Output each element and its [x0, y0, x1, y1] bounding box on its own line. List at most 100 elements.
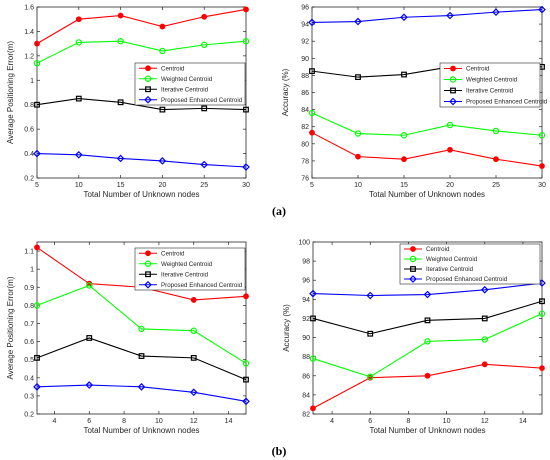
- chart3-series1-point4: [538, 310, 546, 317]
- chart1-ytick-label-7: 90: [301, 56, 309, 63]
- chart2-ytick-label-0: 0.2: [24, 412, 34, 419]
- chart2-xtick-label-5: 14: [225, 418, 233, 425]
- chart2-xtick-label-2: 8: [122, 418, 126, 425]
- chart0-series1-line: [36, 40, 247, 64]
- chart1-ytick-label-1: 78: [301, 158, 309, 165]
- chart2-series1-point1: [86, 282, 93, 289]
- chart0-series0-point1: [75, 16, 82, 23]
- chart2-legend-label-1: Weighted Centroid: [161, 261, 213, 268]
- chart0-series2-point2: [117, 99, 124, 106]
- chart0-ytick-label-6: 1.4: [24, 29, 34, 36]
- chart0-series1-point4: [200, 41, 208, 49]
- chart3-ytick-label-5: 92: [302, 316, 310, 323]
- chart3-series3-point0: [309, 289, 317, 298]
- chart1-ytick-label-10: 96: [301, 5, 309, 12]
- chart2-series2-point2: [138, 353, 145, 359]
- chart0-series2-point1: [75, 95, 82, 102]
- caption-a: (a): [272, 204, 286, 218]
- chart2-series1-line: [36, 284, 247, 364]
- chart0-ylabel: Average Positioning Error(m): [6, 41, 15, 144]
- chart2-legend-label-3: Proposed Enhanced Centroid: [161, 282, 243, 289]
- chart2-series3-pointlegend: [144, 280, 152, 289]
- chart2-ytick-label-8: 1: [30, 267, 34, 274]
- chart2-xtick-label-3: 10: [155, 418, 163, 425]
- chart0-ytick-label-4: 1: [30, 78, 34, 85]
- chart1-series3-point5: [538, 5, 546, 14]
- chart0-series0-point2: [117, 12, 124, 19]
- chart0-xtick-label-3: 20: [159, 182, 167, 189]
- chart1-series2-point1: [355, 74, 361, 81]
- chart3-series3-point1: [366, 291, 375, 300]
- chart2-xtick-label-4: 12: [190, 418, 198, 425]
- chart3-legend-box: [399, 243, 541, 285]
- chart0-xtick-label-4: 25: [200, 182, 208, 189]
- chart0-series3-point3: [158, 157, 167, 165]
- chart1-series0-point2: [401, 156, 407, 163]
- chart3-ytick-label-2: 86: [302, 373, 310, 380]
- chart1-ytick-label-9: 94: [301, 22, 309, 29]
- chart2-series3-point2: [137, 382, 146, 391]
- chart1-series3-pointlegend: [449, 97, 457, 106]
- chart3-xlabel: Total Number of Unknown nodes: [369, 426, 485, 435]
- chart3-series2-pointlegend: [410, 266, 416, 272]
- chart1-series2-pointlegend: [450, 87, 456, 94]
- chart3-legend-label-1: Weighted Centroid: [426, 256, 478, 263]
- chart0-series1-point0: [33, 59, 41, 67]
- chart3-xtick-label-1: 6: [368, 418, 372, 425]
- chart3-series2-point0: [310, 315, 316, 322]
- chart0-legend-label-1: Weighted Centroid: [161, 76, 213, 83]
- chart3-series3-pointlegend: [409, 275, 417, 283]
- chart3-xtick-label-4: 12: [481, 418, 489, 425]
- chart1-ytick-label-6: 88: [301, 73, 309, 80]
- chart2-xlabel: Total Number of Unknown nodes: [83, 426, 199, 435]
- chart1-series1-point0: [308, 109, 316, 117]
- chart0-series3-point2: [116, 154, 125, 163]
- chart1-xlabel: Total Number of Unknown nodes: [369, 190, 485, 199]
- chart3-series0-point4: [539, 365, 545, 372]
- chart0-xlabel: Total Number of Unknown nodes: [83, 190, 199, 199]
- chart0-series3-line: [36, 153, 247, 168]
- chart3-legend-label-2: Iterative Centroid: [426, 266, 474, 273]
- chart2-legend: Centroid Weighted Centroid Iterative Centr…: [134, 247, 246, 291]
- chart0-series0-point5: [243, 6, 249, 13]
- chart2-series3-point4: [242, 397, 250, 406]
- chart2-ytick-label-9: 1.1: [24, 249, 34, 256]
- chart1-series0-point0: [309, 129, 315, 136]
- chart0-ytick-label-1: 0.4: [24, 151, 34, 158]
- chart3-series1-point2: [424, 338, 431, 345]
- chart0-series0-point0: [34, 40, 40, 47]
- chart1-series0-line: [311, 132, 543, 167]
- chart3-series1-point0: [309, 355, 317, 362]
- chart3-series1-pointlegend: [409, 255, 417, 263]
- chart0-series2-point5: [243, 106, 249, 113]
- chart1-series3-line: [311, 9, 543, 23]
- chart1-series3-point1: [354, 17, 362, 26]
- chart0-xtick-label-5: 30: [242, 182, 250, 189]
- chart3-series2-point3: [481, 315, 488, 322]
- chart1-legend-box: [439, 62, 541, 108]
- chart-3: 4 6 8 10 12 14 82 84 86 88 90 92 94 96 98 100 Total Numb…: [282, 240, 546, 435]
- chart1-series1-point2: [400, 132, 408, 139]
- chart1-series0-point4: [493, 156, 499, 163]
- chart0-series1-point5: [242, 38, 250, 45]
- chart2-xtick-label-1: 6: [87, 418, 91, 425]
- chart1-series1-point4: [492, 127, 500, 135]
- chart1-ytick-label-8: 92: [301, 39, 309, 46]
- chart0-series3-point4: [200, 160, 209, 169]
- chart1-series3-point3: [446, 11, 454, 20]
- chart2-legend-label-0: Centroid: [161, 250, 185, 257]
- chart2-series1-point0: [33, 302, 41, 309]
- chart1-xtick-label-4: 25: [492, 182, 500, 189]
- chart1-legend-label-2: Iterative Centroid: [466, 88, 514, 95]
- chart1-series1-line: [311, 112, 543, 136]
- chart0-legend-box: [134, 62, 246, 106]
- chart2-ytick-label-6: 0.8: [24, 303, 34, 310]
- chart0-legend-label-2: Iterative Centroid: [161, 86, 209, 93]
- chart1-series1-point5: [538, 132, 546, 139]
- chart0-series2-pointlegend: [145, 86, 151, 93]
- chart2-series1-point3: [190, 327, 197, 334]
- chart3-series1-point1: [367, 373, 374, 380]
- chart3-series3-point3: [480, 285, 489, 294]
- chart3-xtick-label-0: 4: [330, 418, 334, 425]
